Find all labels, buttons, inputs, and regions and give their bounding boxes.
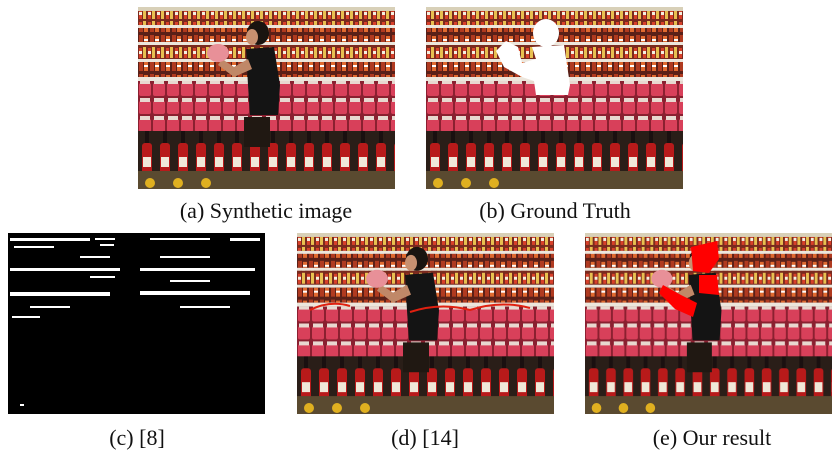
panel-image bbox=[585, 233, 832, 414]
caption: (d) [14] bbox=[391, 425, 459, 450]
caption: (b) Ground Truth bbox=[479, 198, 631, 223]
panel-image bbox=[138, 7, 395, 189]
caption: (a) Synthetic image bbox=[180, 198, 352, 223]
panel-image bbox=[426, 7, 683, 189]
panel-image bbox=[297, 233, 554, 414]
panel-image bbox=[8, 233, 265, 414]
caption: (c) [8] bbox=[109, 425, 165, 450]
caption: (e) Our result bbox=[653, 425, 772, 450]
figure: (a) Synthetic image (b) Ground Truth (c)… bbox=[0, 0, 832, 455]
